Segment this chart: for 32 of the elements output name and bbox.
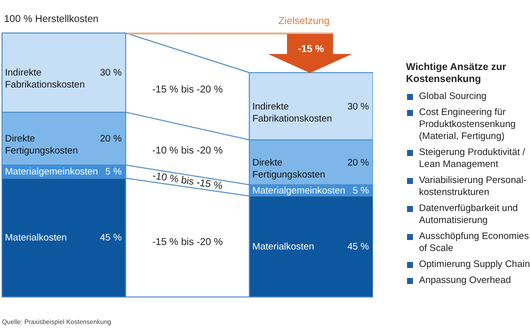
x-tick-label: 100 % Herstellkosten <box>4 14 98 25</box>
data-label: 5 % <box>105 166 122 178</box>
text: Direkte Fertigungskosten <box>252 157 326 180</box>
annotation: Steigerung Produktivität / Lean Management <box>418 147 526 171</box>
annotation: 20 % <box>347 157 370 168</box>
annotation: Wichtige Ansätze zur Kostensenkung <box>406 62 508 86</box>
annotation: Optimierung Supply Chain <box>418 259 530 271</box>
text: Materialgemeinkosten <box>5 166 98 178</box>
data-label: 45 % <box>100 232 122 244</box>
annotation: 45 % <box>347 242 370 253</box>
data-label: 30 % <box>100 68 122 79</box>
annotation: Global Sourcing <box>418 91 488 103</box>
series-label: Materialgemeinkosten <box>252 185 346 196</box>
annotation: -10 % bis -15 % <box>152 170 224 192</box>
annotation: Variabilisierung Personal-kostenstrukturen <box>418 175 528 199</box>
annotation: Ausschöpfung Economies of Scale <box>418 231 530 255</box>
annotation: 5 % <box>352 185 370 196</box>
series-label: Indirekte Fabrikationskosten <box>5 68 85 91</box>
annotation: Datenverfügbarkeit und Automatisierung <box>418 203 519 227</box>
text: Zielsetzung <box>278 16 330 27</box>
series-label: Materialkosten <box>5 232 67 244</box>
data-label: 20 % <box>100 134 122 145</box>
annotation: Cost Engineering für Produktkostensenkung (Material, Fertigung) <box>418 107 517 143</box>
annotation: -10 % bis -20 % <box>152 145 223 156</box>
annotation: -15 % bis -20 % <box>152 237 223 248</box>
annotation: Anpassung Overhead <box>418 275 512 287</box>
annotation: 30 % <box>347 101 370 112</box>
text: Indirekte Fabrikationskosten <box>252 101 332 124</box>
annotation: -15 % bis -20 % <box>152 84 223 96</box>
series-label: Direkte Fertigungskosten <box>5 134 78 157</box>
annotation: -15 % <box>298 44 324 55</box>
text: Materialkosten <box>252 242 314 253</box>
